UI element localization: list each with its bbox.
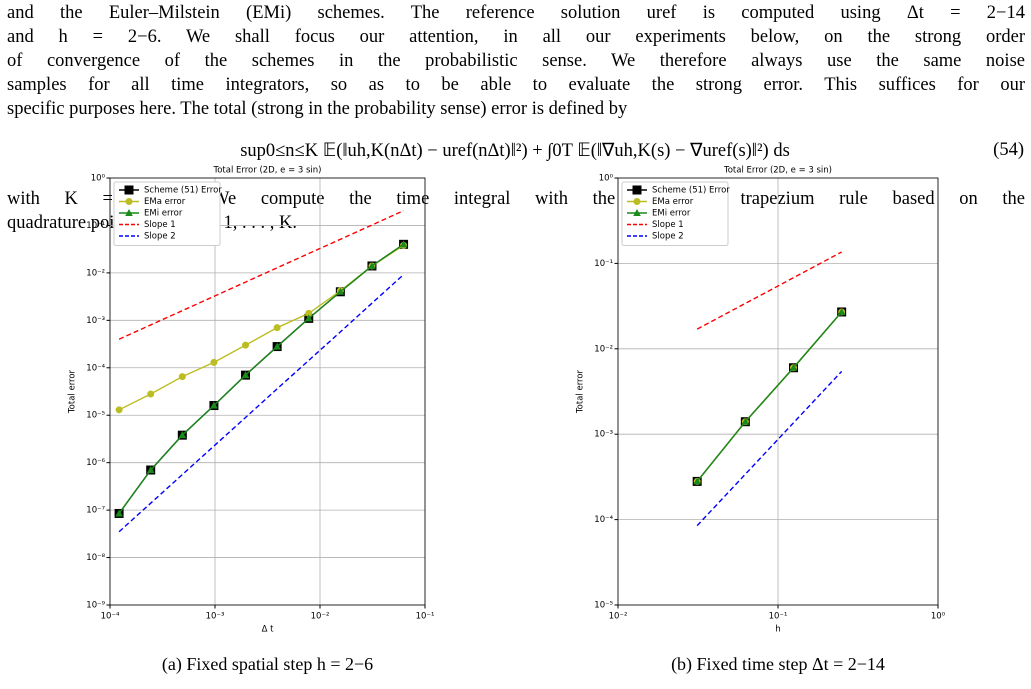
- x-tick-label: 10⁻¹: [769, 612, 788, 622]
- y-tick-label: 10⁰: [91, 174, 106, 184]
- legend-label: EMa error: [652, 197, 694, 207]
- series-line: [118, 244, 404, 411]
- marker: [304, 314, 313, 322]
- marker: [273, 342, 281, 350]
- text-line: and the Euler–Milstein (EMi) schemes. Th…: [7, 3, 1025, 23]
- marker: [146, 466, 155, 474]
- text-line: with K = T/(Δt). We compute the time int…: [7, 189, 1025, 209]
- y-tick-label: 10⁻³: [594, 430, 613, 440]
- series-line: [118, 243, 404, 514]
- legend-marker: [125, 209, 133, 216]
- x-tick-label: 10⁰: [931, 612, 946, 622]
- marker: [399, 240, 408, 248]
- y-tick-label: 10⁻²: [86, 268, 105, 278]
- marker: [741, 417, 750, 425]
- legend-marker: [633, 198, 641, 205]
- marker: [210, 401, 218, 409]
- y-tick-label: 10⁻⁶: [86, 458, 105, 468]
- x-tick-label: 10⁻¹: [416, 612, 435, 622]
- equation: sup0≤n≤K 𝔼(‖uh,K(nΔt) − uref(nΔt)‖²) + ∫…: [240, 141, 790, 161]
- series-line: [696, 311, 843, 482]
- y-tick-label: 10⁻²: [594, 344, 613, 354]
- marker: [789, 363, 798, 371]
- series-line: [118, 243, 404, 514]
- marker: [210, 358, 218, 366]
- marker: [178, 431, 187, 439]
- series-line: [118, 274, 405, 533]
- marker: [336, 287, 345, 295]
- series-line: [696, 370, 843, 527]
- y-tick-label: 10⁰: [599, 174, 614, 184]
- legend-label: EMi error: [652, 209, 691, 219]
- marker: [178, 373, 186, 381]
- marker: [837, 307, 846, 315]
- legend-label: Slope 1: [144, 220, 176, 230]
- text-line: samples for all time integrators, so as …: [7, 75, 1025, 95]
- legend-label: Slope 2: [144, 232, 176, 242]
- plot-frame: [617, 177, 939, 606]
- y-tick-label: 10⁻¹: [86, 221, 105, 231]
- y-tick-label: 10⁻⁵: [594, 601, 613, 611]
- y-tick-label: 10⁻⁵: [86, 411, 105, 421]
- legend-marker: [125, 198, 133, 205]
- chart-title: Total Error (2D, e = 3 sin): [723, 166, 832, 176]
- legend-marker: [124, 185, 134, 195]
- x-tick-label: 10⁻⁴: [101, 612, 120, 622]
- marker: [147, 390, 155, 398]
- text-line: specific purposes here. The total (stron…: [7, 99, 628, 119]
- y-axis-label: Total error: [68, 369, 78, 414]
- series-line: [118, 210, 404, 340]
- y-tick-label: 10⁻⁷: [86, 506, 105, 516]
- series-line: [696, 251, 842, 330]
- y-tick-label: 10⁻⁴: [86, 363, 105, 373]
- legend-box: [113, 181, 221, 246]
- equation-number: (54): [993, 140, 1024, 160]
- marker: [273, 324, 281, 332]
- x-axis-label: Δ t: [262, 625, 275, 635]
- legend-label: EMa error: [144, 197, 186, 207]
- x-tick-label: 10⁻³: [206, 612, 225, 622]
- legend-marker: [632, 185, 642, 195]
- text-line: and h = 2−6. We shall focus our attentio…: [7, 27, 1025, 47]
- legend-label: Scheme (51) Error: [144, 186, 222, 196]
- marker: [693, 477, 701, 485]
- y-tick-label: 10⁻⁹: [86, 601, 105, 611]
- y-tick-label: 10⁻¹: [594, 259, 613, 269]
- marker: [368, 261, 376, 269]
- marker: [115, 406, 123, 414]
- plot-frame: [109, 177, 426, 606]
- legend-marker: [633, 209, 641, 216]
- text-line: of convergence of the schemes in the pro…: [7, 51, 1025, 71]
- legend-label: EMi error: [144, 209, 183, 219]
- figure-caption: (a) Fixed spatial step h = 2−6: [162, 654, 373, 675]
- y-tick-label: 10⁻⁸: [86, 553, 105, 563]
- y-tick-label: 10⁻³: [86, 316, 105, 326]
- figure-caption: (b) Fixed time step Δt = 2−14: [671, 654, 885, 675]
- chart-title: Total Error (2D, e = 3 sin): [212, 166, 321, 176]
- y-tick-label: 10⁻⁴: [594, 515, 613, 525]
- marker: [115, 509, 123, 517]
- x-tick-label: 10⁻²: [311, 612, 330, 622]
- x-axis-label: h: [775, 625, 780, 635]
- legend-label: Slope 2: [652, 232, 684, 242]
- legend-box: [621, 181, 729, 246]
- marker: [242, 341, 250, 349]
- x-tick-label: 10⁻²: [609, 612, 628, 622]
- marker: [305, 309, 313, 317]
- legend-label: Scheme (51) Error: [652, 186, 730, 196]
- y-axis-label: Total error: [576, 369, 586, 414]
- legend-label: Slope 1: [652, 220, 684, 230]
- marker: [241, 371, 250, 379]
